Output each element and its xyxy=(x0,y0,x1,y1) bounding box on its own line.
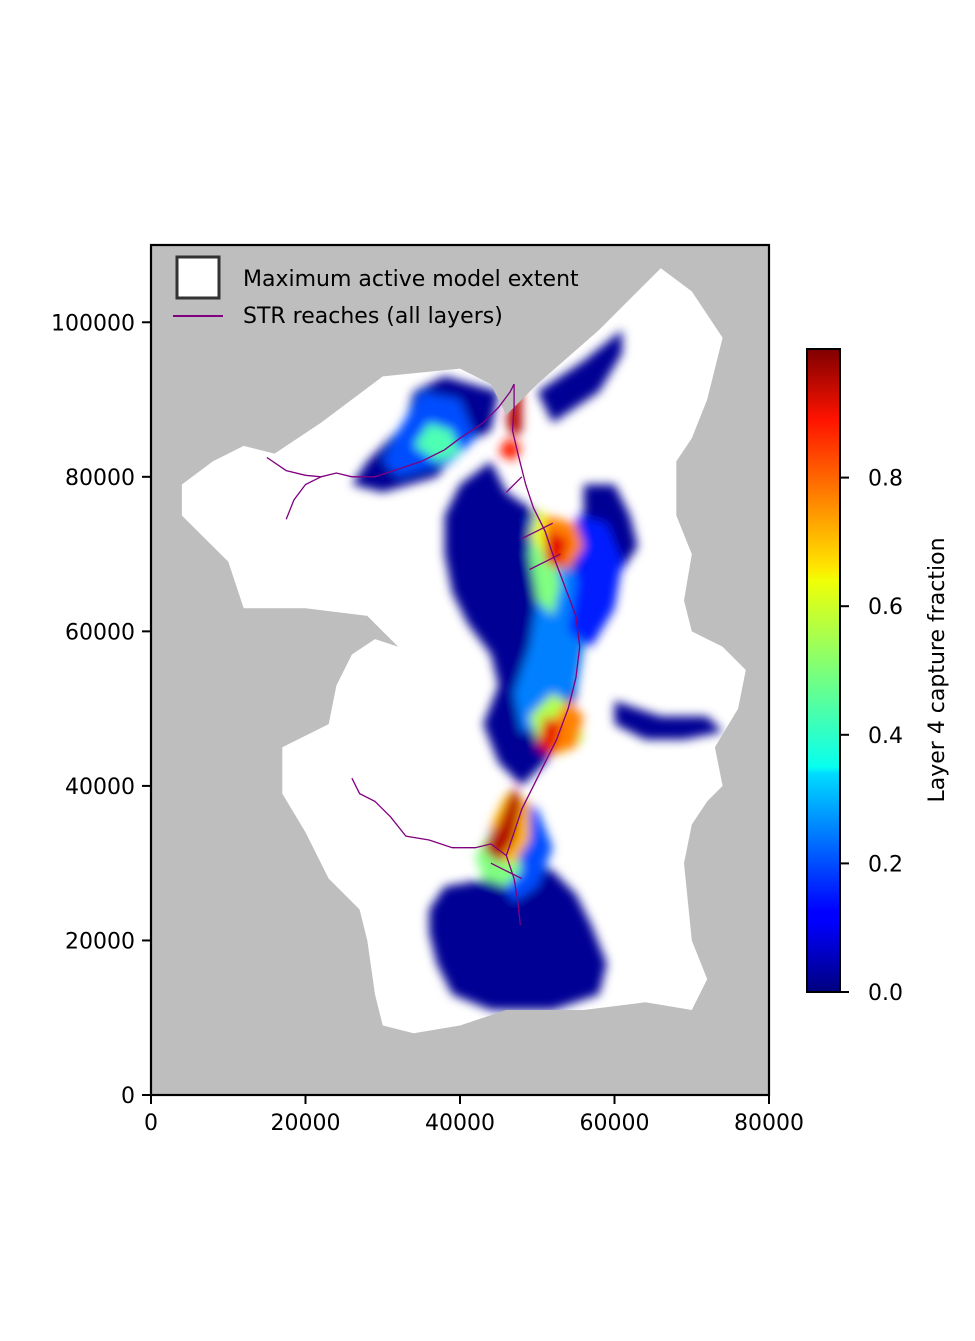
legend-extent-swatch xyxy=(175,255,221,300)
capture-zone xyxy=(537,716,561,755)
plot-area: 0 20000 40000 60000 80000 0 20000 40000 60000 80… xyxy=(51,243,804,1136)
capture-zone xyxy=(514,515,584,732)
str-reaches xyxy=(266,383,581,926)
capture-zone xyxy=(537,330,623,423)
y-tick-label: 60000 xyxy=(65,620,135,645)
y-tick-label: 0 xyxy=(121,1084,135,1109)
colorbar-tick-label: 0.8 xyxy=(868,467,903,492)
y-tick-label: 100000 xyxy=(51,311,135,336)
x-tick-label: 0 xyxy=(144,1111,158,1136)
x-tick-label: 80000 xyxy=(734,1111,804,1136)
capture-zone xyxy=(614,700,723,740)
str-reach xyxy=(529,553,561,571)
legend-label-extent: Maximum active model extent xyxy=(243,267,579,292)
capture-fraction-raster xyxy=(351,330,723,1010)
colorbar-tick-label: 0.4 xyxy=(868,724,903,749)
x-tick-label: 40000 xyxy=(425,1111,495,1136)
legend-label-streams: STR reaches (all layers) xyxy=(243,304,503,329)
colorbar-tick-label: 0.0 xyxy=(868,981,903,1006)
capture-zone xyxy=(483,785,522,864)
x-tick-label: 20000 xyxy=(271,1111,341,1136)
capture-zone xyxy=(413,422,460,462)
capture-zone xyxy=(429,855,607,1010)
capture-zone xyxy=(545,530,569,570)
str-reach xyxy=(490,862,523,880)
y-tick-label: 80000 xyxy=(65,466,135,491)
y-tick-label: 40000 xyxy=(65,775,135,800)
colorbar-tick-label: 0.6 xyxy=(868,595,903,620)
legend: Maximum active model extent STR reaches … xyxy=(173,255,579,329)
colorbar-ticks: 0.0 0.2 0.4 0.6 0.8 xyxy=(840,467,903,1006)
str-reach xyxy=(266,383,515,478)
str-reach xyxy=(521,522,553,540)
str-reach xyxy=(505,476,523,493)
colorbar: 0.0 0.2 0.4 0.6 0.8 Layer 4 capture fraction xyxy=(806,348,950,1006)
str-reach xyxy=(505,384,581,926)
y-tick-label: 20000 xyxy=(65,929,135,954)
x-tick-label: 60000 xyxy=(580,1111,650,1136)
y-axis: 0 20000 40000 60000 80000 100000 xyxy=(51,311,151,1109)
str-reach xyxy=(285,476,322,520)
active-model-extent xyxy=(181,268,746,1034)
colorbar-tick-label: 0.2 xyxy=(868,852,903,877)
colorbar-gradient xyxy=(806,348,841,993)
colorbar-label: Layer 4 capture fraction xyxy=(925,537,950,802)
str-reach xyxy=(351,777,507,857)
x-axis: 0 20000 40000 60000 80000 xyxy=(144,1095,804,1136)
